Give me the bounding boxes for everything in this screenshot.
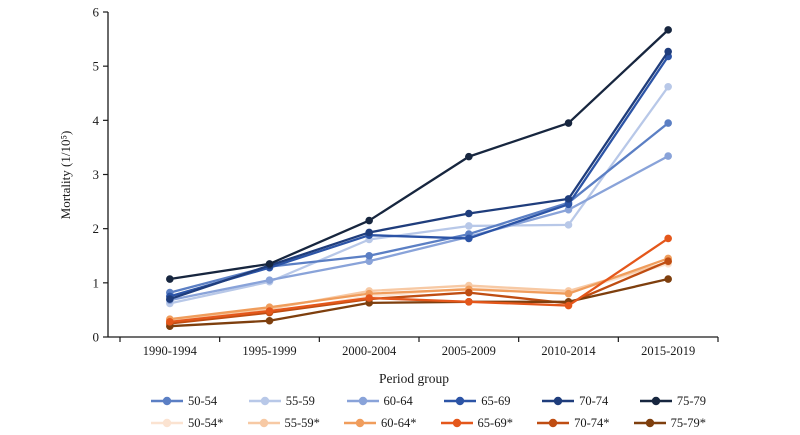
data-point-65-69	[465, 234, 473, 243]
legend-label: 75-79*	[670, 416, 706, 430]
data-point-75-79	[664, 26, 672, 34]
data-point-55-59	[465, 222, 473, 230]
data-point-65-69*	[465, 297, 473, 306]
data-point-65-69*	[664, 234, 672, 243]
legend-item-60-64*: 60-64*	[343, 416, 416, 430]
data-point-60-64	[265, 276, 274, 284]
data-point-65-69*	[365, 294, 373, 302]
legend-row-2: 50-54* 55-59* 60-64* 65-69* 70-74* 75-79*	[150, 416, 706, 430]
data-point-50-54	[664, 119, 672, 127]
legend-marker-icon	[151, 418, 183, 428]
series-line-70-74	[168, 50, 670, 301]
x-tick-label: 2015-2019	[641, 344, 695, 358]
data-point-70-74	[365, 228, 373, 237]
legend-marker-icon	[444, 396, 477, 406]
legend-label: 65-69*	[477, 416, 513, 430]
legend-marker-icon	[346, 396, 379, 406]
legend-label: 75-79	[676, 394, 706, 408]
data-point-60-64	[664, 152, 672, 160]
series-line-60-64	[168, 154, 670, 302]
legend-row-1: 50-54 55-59 60-64 65-69 70-74 75-79	[150, 394, 706, 408]
data-point-70-74	[664, 47, 672, 56]
series-line-65-69*	[168, 237, 670, 323]
data-point-65-69*	[166, 318, 174, 326]
x-tick-label: 2010-2014	[541, 344, 596, 358]
legend-item-70-74*: 70-74*	[536, 416, 609, 430]
series-line-75-79	[168, 28, 670, 281]
data-point-65-69*	[265, 307, 274, 315]
x-tick-label: 2005-2009	[442, 344, 496, 358]
legend-marker-icon	[344, 418, 377, 428]
legend-marker-icon	[639, 396, 672, 406]
data-point-60-64*	[564, 289, 573, 298]
legend-item-70-74: 70-74	[541, 394, 608, 408]
data-point-70-74*	[465, 288, 473, 297]
data-point-60-64	[365, 257, 373, 265]
data-point-70-74	[166, 295, 174, 303]
series-line-60-64*	[168, 257, 670, 321]
data-point-75-79	[265, 260, 274, 268]
x-tick-label: 2000-2004	[342, 344, 397, 358]
x-tick-label: 1990-1994	[143, 344, 198, 358]
legend-item-75-79: 75-79	[639, 394, 706, 408]
legend-item-50-54: 50-54	[150, 394, 217, 408]
legend-item-65-69*: 65-69*	[440, 416, 513, 430]
data-point-60-64	[564, 205, 573, 214]
data-point-65-69	[564, 200, 573, 209]
y-tick-label: 2	[93, 221, 100, 236]
legend-item-75-79*: 75-79*	[633, 416, 706, 430]
data-point-75-79	[166, 275, 174, 283]
y-tick-label: 6	[93, 5, 100, 20]
series-line-55-59*	[168, 261, 670, 321]
x-axis-label: Period group	[378, 371, 450, 386]
data-point-75-79	[365, 216, 373, 225]
data-point-55-59	[564, 221, 573, 229]
legend-marker-icon	[537, 418, 570, 428]
data-point-70-74	[465, 209, 473, 218]
data-point-75-79*	[664, 275, 672, 283]
legend-item-55-59: 55-59	[248, 394, 315, 408]
legend-label: 70-74	[579, 394, 609, 408]
y-tick-label: 4	[93, 113, 100, 128]
legend-item-50-54*: 50-54*	[150, 416, 223, 430]
x-tick-label: 1995-1999	[242, 344, 296, 358]
y-axis-label: Mortality (1/10⁵)	[58, 130, 73, 220]
series-line-75-79*	[168, 277, 670, 328]
legend-label: 50-54*	[188, 416, 224, 430]
series-line-70-74*	[168, 260, 670, 325]
data-point-75-79	[465, 152, 473, 161]
legend-label: 70-74*	[574, 416, 610, 430]
series-line-65-69	[168, 55, 670, 298]
legend-marker-icon	[542, 396, 575, 406]
legend-label: 60-64*	[381, 416, 417, 430]
legend-label: 50-54	[188, 394, 218, 408]
legend-item-55-59*: 55-59*	[247, 416, 320, 430]
legend-label: 55-59	[285, 394, 315, 408]
data-point-70-74	[564, 195, 573, 203]
data-point-75-79*	[265, 316, 274, 325]
data-point-55-59	[664, 82, 672, 91]
data-point-75-79	[564, 119, 573, 127]
y-tick-label: 3	[93, 167, 100, 182]
y-tick-label: 1	[93, 275, 100, 290]
y-tick-label: 0	[93, 330, 100, 345]
legend-marker-icon	[247, 418, 280, 428]
legend-item-60-64: 60-64	[346, 394, 413, 408]
data-point-50-54	[365, 251, 373, 260]
legend-marker-icon	[633, 418, 666, 428]
legend-marker-icon	[440, 418, 473, 428]
legend-marker-icon	[248, 396, 281, 406]
legend-item-65-69: 65-69	[443, 394, 510, 408]
legend-label: 55-59*	[284, 416, 320, 430]
legend-marker-icon	[151, 396, 183, 406]
legend-label: 60-64	[383, 394, 413, 408]
plot-svg: 0 1 2 3 4 5 6 1990-1994 1995-1999 2000-2004 2005-2…	[93, 5, 719, 358]
data-point-65-69*	[564, 301, 573, 310]
data-point-70-74*	[664, 257, 672, 265]
legend-label: 65-69	[481, 394, 511, 408]
y-tick-label: 5	[93, 59, 100, 74]
